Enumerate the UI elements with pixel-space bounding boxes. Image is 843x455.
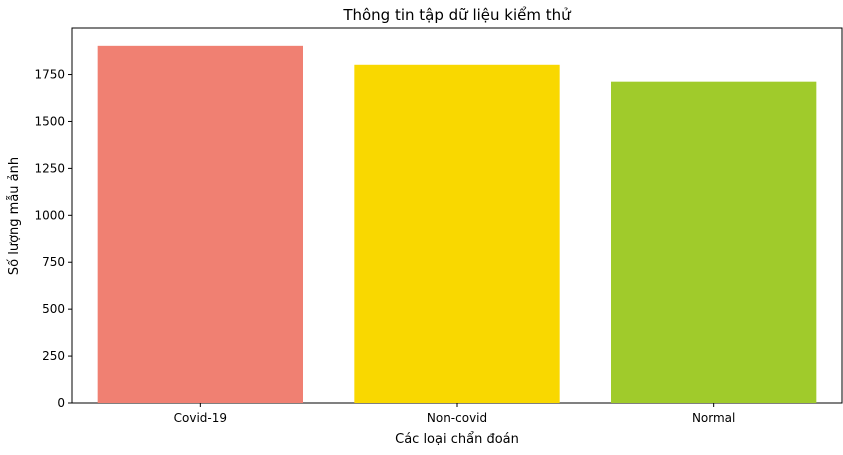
y-axis: 0 250 500 750 1000 1250 1500 1750 xyxy=(34,68,72,410)
y-tick-label: 500 xyxy=(42,302,65,316)
y-tick-label: 0 xyxy=(57,396,65,410)
bar-non-covid xyxy=(354,64,560,403)
x-axis: Covid-19 Non-covid Normal xyxy=(174,403,735,425)
y-axis-label: Số lượng mẫu ảnh xyxy=(7,157,22,275)
x-tick-label: Normal xyxy=(692,411,735,425)
x-tick-label: Covid-19 xyxy=(174,411,227,425)
bars-layer xyxy=(97,45,817,404)
bar-covid-19 xyxy=(97,45,304,404)
y-tick-label: 1250 xyxy=(34,161,65,175)
y-tick-label: 1500 xyxy=(34,114,65,128)
chart-title: Thông tin tập dữ liệu kiểm thử xyxy=(342,6,572,24)
y-tick-label: 750 xyxy=(42,255,65,269)
x-tick-label: Non-covid xyxy=(427,411,487,425)
bar-normal xyxy=(611,81,817,403)
y-tick-label: 250 xyxy=(42,349,65,363)
y-tick-label: 1000 xyxy=(34,208,65,222)
x-axis-label: Các loại chẩn đoán xyxy=(395,432,519,447)
y-tick-label: 1750 xyxy=(34,68,65,82)
